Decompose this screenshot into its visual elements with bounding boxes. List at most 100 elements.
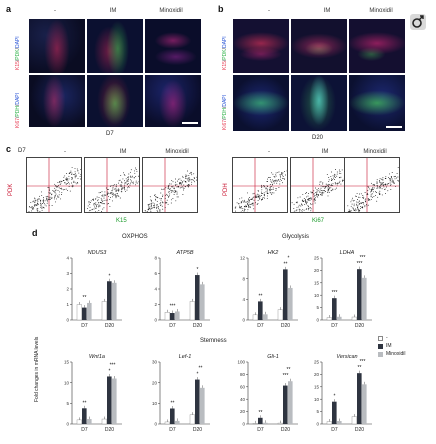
flow-event-dot [101, 200, 103, 202]
flow-event-dot [265, 188, 267, 190]
flow-event-dot [247, 203, 249, 205]
y-tick-label: 30 [152, 360, 158, 365]
panel-a-col-im: IM [109, 8, 117, 14]
flow-event-dot [350, 211, 352, 212]
flow-event-dot [255, 197, 257, 198]
flow-event-dot [307, 209, 309, 211]
flow-event-dot [348, 209, 350, 211]
flow-event-dot [135, 184, 136, 186]
y-axis-label: Fold changes in mRNA levels [34, 336, 40, 402]
flow-event-dot [328, 183, 329, 185]
x-tick-label: D7 [81, 427, 88, 433]
flow-event-dot [33, 208, 35, 210]
y-tick-label: 3 [66, 271, 69, 276]
flow-event-dot [341, 169, 343, 171]
flow-event-dot [35, 204, 37, 206]
flow-event-dot [305, 202, 307, 204]
flow-event-dot [314, 200, 316, 202]
flow-event-dot [118, 195, 120, 197]
flow-event-dot [266, 191, 268, 193]
flow-event-dot [305, 193, 307, 194]
flow-event-dot [157, 205, 159, 207]
flow-event-dot [185, 174, 187, 176]
flow-event-dot [278, 187, 280, 189]
flow-event-dot [266, 195, 268, 197]
flow-event-dot [157, 210, 159, 212]
flow-event-dot [77, 170, 79, 172]
significance-label: *** [360, 255, 366, 261]
flow-event-dot [307, 208, 309, 209]
flow-event-dot [165, 202, 167, 204]
flow-event-dot [80, 169, 81, 170]
flow-event-dot [115, 196, 117, 198]
flow-event-dot [307, 205, 309, 207]
flow-event-dot [120, 181, 122, 183]
flow-event-dot [77, 177, 79, 179]
panel-b-image-im-top [290, 18, 348, 74]
flow-event-dot [180, 182, 182, 183]
flow-event-dot [32, 201, 34, 203]
flow-event-dot [379, 181, 381, 183]
flow-event-dot [393, 176, 395, 178]
group-heading-oxphos: OXPHOS [122, 234, 148, 240]
flow-event-dot [107, 195, 109, 197]
flow-event-dot [359, 209, 361, 211]
flow-event-dot [118, 189, 120, 191]
flow-event-dot [327, 192, 329, 193]
flow-event-dot [261, 186, 263, 188]
flow-event-dot [109, 193, 111, 194]
flow-event-dot [130, 179, 131, 181]
flow-event-dot [34, 198, 36, 200]
flow-event-dot [63, 180, 65, 181]
flow-event-dot [191, 174, 193, 176]
flow-event-dot [127, 183, 129, 185]
flow-event-dot [261, 195, 263, 196]
flow-event-dot [338, 172, 340, 174]
flow-event-dot [113, 185, 114, 187]
x-tick-label: D7 [169, 427, 176, 433]
flow-event-dot [365, 198, 367, 200]
flow-event-dot [263, 186, 265, 188]
significance-label: * [197, 372, 199, 378]
y-tick-label: 4 [242, 297, 245, 302]
flow-event-dot [323, 189, 325, 191]
flow-event-dot [126, 180, 128, 182]
flow-event-dot [393, 182, 395, 184]
flow-event-dot [316, 195, 318, 197]
flow-event-dot [353, 209, 355, 210]
flow-event-dot [95, 204, 97, 206]
bar [357, 269, 362, 320]
flow-event-dot [262, 198, 263, 200]
flow-event-dot [234, 207, 236, 209]
flow-event-dot [188, 184, 190, 185]
flow-event-dot [191, 179, 193, 181]
flow-event-dot [106, 199, 108, 201]
flow-event-dot [51, 193, 53, 195]
flow-event-dot [74, 174, 75, 176]
flow-event-dot [275, 188, 277, 190]
flow-event-dot [191, 181, 193, 183]
flow-event-dot [162, 194, 164, 196]
flow-event-dot [106, 193, 108, 194]
bar [252, 423, 258, 425]
flow-event-dot [310, 192, 312, 194]
flow-event-dot [121, 187, 123, 189]
flow-event-dot [156, 200, 158, 202]
flow-event-dot [95, 211, 97, 212]
flow-event-dot [328, 189, 330, 190]
flow-event-dot [301, 204, 303, 206]
panel-a-col-minoxidil: Minoxidil [159, 8, 183, 14]
flow-event-dot [67, 183, 69, 185]
flow-event-dot [156, 196, 158, 198]
flow-event-dot [54, 196, 56, 198]
flow-event-dot [175, 181, 176, 183]
flow-event-dot [167, 196, 169, 198]
flow-event-dot [293, 203, 295, 205]
flow-event-dot [166, 199, 168, 201]
flow-event-dot [379, 180, 381, 182]
flow-event-dot [196, 179, 197, 181]
flow-event-dot [272, 173, 274, 175]
flow-event-dot [394, 178, 396, 180]
flow-event-dot [99, 211, 100, 212]
flow-event-dot [48, 189, 50, 191]
